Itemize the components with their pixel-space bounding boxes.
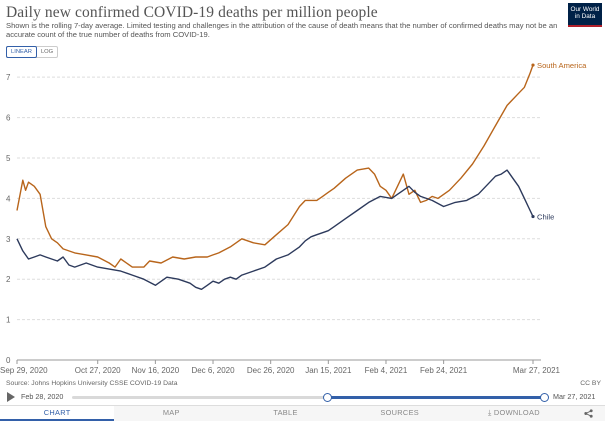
chart-subtitle: Shown is the rolling 7-day average. Limi…: [6, 21, 558, 40]
timeline: Feb 28, 2020 Mar 27, 2021: [0, 390, 605, 404]
x-tick-label: Oct 27, 2020: [75, 366, 121, 375]
y-tick-label: 6: [6, 114, 11, 123]
y-tick-label: 4: [6, 194, 11, 203]
series-line-chile[interactable]: [16, 169, 534, 291]
x-tick-label: Jan 15, 2021: [305, 366, 352, 375]
timeline-selected-range: [327, 396, 544, 399]
share-icon[interactable]: [571, 406, 605, 421]
x-tick-label: Dec 6, 2020: [191, 366, 235, 375]
series-lines: [16, 63, 535, 291]
x-tick-label: Feb 4, 2021: [365, 366, 408, 375]
x-tick-label: Sep 29, 2020: [0, 366, 48, 375]
play-icon[interactable]: [7, 392, 15, 402]
x-tick-label: Dec 26, 2020: [247, 366, 295, 375]
scale-toggle: LINEAR LOG: [6, 46, 59, 58]
series-end-point: [531, 214, 535, 219]
tab-chart[interactable]: CHART: [0, 406, 115, 421]
timeline-end-label: Mar 27, 2021: [553, 392, 596, 401]
tab-bar: CHART MAP TABLE SOURCES ⤓ DOWNLOAD: [0, 405, 605, 421]
license-link[interactable]: CC BY: [580, 380, 601, 387]
chart-title: Daily new confirmed COVID-19 deaths per …: [6, 4, 378, 21]
grid-lines: [17, 76, 541, 361]
series-line-south-america[interactable]: [16, 64, 534, 268]
series-end-point: [531, 63, 535, 67]
timeline-end-handle[interactable]: [540, 393, 549, 402]
timeline-start-handle[interactable]: [323, 393, 332, 402]
y-tick-label: 5: [6, 154, 11, 163]
y-tick-label: 7: [6, 73, 11, 82]
y-tick-label: 1: [6, 316, 11, 325]
logo-line-2: in Data: [574, 13, 596, 21]
y-tick-label: 3: [6, 235, 11, 244]
tab-sources[interactable]: SOURCES: [380, 408, 420, 417]
x-tick-label: Nov 16, 2020: [132, 366, 180, 375]
tab-table[interactable]: TABLE: [273, 408, 298, 417]
series-label-south-america[interactable]: South America: [537, 61, 587, 70]
y-tick-label: 2: [6, 275, 11, 284]
x-tick-label: Feb 24, 2021: [420, 366, 468, 375]
log-scale-button[interactable]: LOG: [40, 49, 54, 55]
line-chart: 0 1 2 3 4 5 6 7 Sep 29, 2020 Oct 27, 2020 Nov 16,…: [0, 61, 587, 375]
y-tick-label: 0: [6, 356, 11, 365]
tab-download[interactable]: ⤓ DOWNLOAD: [487, 408, 540, 417]
series-labels: South America Chile: [537, 61, 587, 222]
linear-scale-button[interactable]: LINEAR: [6, 46, 37, 58]
y-axis-ticks: 0 1 2 3 4 5 6 7: [6, 73, 11, 365]
owid-logo[interactable]: Our World in Data: [568, 3, 602, 27]
x-tick-label: Mar 27, 2021: [513, 366, 561, 375]
source-note[interactable]: Source: Johns Hopkins University CSSE CO…: [6, 380, 178, 387]
series-label-chile[interactable]: Chile: [537, 213, 554, 222]
logo-line-1: Our World: [570, 6, 600, 13]
timeline-track[interactable]: [72, 396, 548, 399]
timeline-start-label: Feb 28, 2020: [21, 392, 64, 401]
tab-map[interactable]: MAP: [162, 408, 180, 417]
x-axis-ticks: Sep 29, 2020 Oct 27, 2020 Nov 16, 2020 Dec …: [0, 360, 561, 375]
